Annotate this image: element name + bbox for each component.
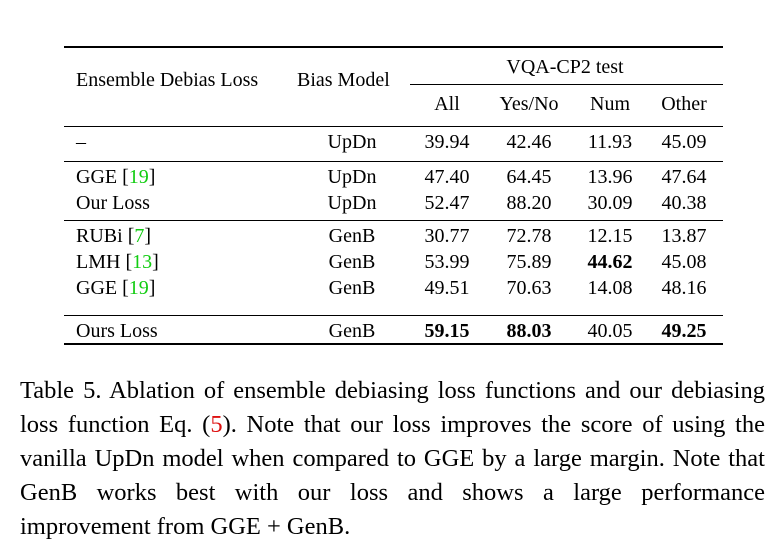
row-5-value-num: 14.08 [587, 277, 633, 299]
row-5-value-other: 48.16 [661, 277, 707, 299]
row-5-bias-model: GenB [328, 277, 376, 299]
row-1-loss: GGE [19] [76, 165, 155, 189]
group-rule [410, 84, 723, 85]
row-3-bias-model: GenB [328, 225, 376, 247]
loss-name: – [76, 131, 86, 153]
row-0-value-num: 11.93 [587, 131, 633, 153]
row-1-value-yes-no: 64.45 [506, 166, 552, 188]
row-6-value-all: 59.15 [424, 320, 470, 342]
header-vqa-cp2-test: VQA-CP2 test [506, 56, 624, 78]
group-separator-1 [64, 161, 723, 162]
header-yes-no: Yes/No [499, 93, 559, 115]
row-6-loss: Ours Loss [76, 319, 158, 343]
row-6-value-other: 49.25 [661, 320, 707, 342]
row-2-value-yes-no: 88.20 [506, 192, 552, 214]
header-all: All [434, 93, 460, 115]
header-rule [64, 126, 723, 127]
row-1-value-other: 47.64 [661, 166, 707, 188]
row-1-value-all: 47.40 [424, 166, 470, 188]
row-3-value-yes-no: 72.78 [506, 225, 552, 247]
bracket-open: [ [122, 166, 129, 188]
row-4-value-num: 44.62 [587, 251, 633, 273]
row-5-value-yes-no: 70.63 [506, 277, 552, 299]
bracket-close: ] [148, 277, 156, 299]
row-0-value-other: 45.09 [661, 131, 707, 153]
bracket-close: ] [152, 251, 159, 273]
results-table: Ensemble Debias Loss Bias Model VQA-CP2 … [64, 46, 723, 346]
row-0-value-all: 39.94 [424, 131, 470, 153]
row-0-bias-model: UpDn [327, 131, 377, 153]
group-separator-3 [64, 315, 723, 316]
citation-link[interactable]: 13 [132, 251, 153, 273]
caption-suffix: ). Note that our loss improves the score… [20, 411, 765, 540]
header-num: Num [590, 93, 630, 115]
row-5-loss: GGE [19] [76, 276, 155, 300]
row-6-value-num: 40.05 [587, 320, 633, 342]
caption-prefix: Table 5. Ablation of ensemble debiasing … [20, 377, 765, 438]
group-separator-2 [64, 220, 723, 221]
row-4-value-yes-no: 75.89 [506, 251, 552, 273]
row-3-value-all: 30.77 [424, 225, 470, 247]
row-4-loss: LMH [13] [76, 250, 159, 274]
row-3-value-other: 13.87 [661, 225, 707, 247]
row-4-bias-model: GenB [328, 251, 376, 273]
loss-name: Our Loss [76, 192, 150, 214]
row-4-value-all: 53.99 [424, 251, 470, 273]
citation-link[interactable]: 7 [134, 225, 145, 247]
row-2-value-num: 30.09 [587, 192, 633, 214]
row-1-value-num: 13.96 [587, 166, 633, 188]
row-3-value-num: 12.15 [587, 225, 633, 247]
header-ensemble-debias-loss: Ensemble Debias Loss [76, 69, 259, 91]
row-0-value-yes-no: 42.46 [506, 131, 552, 153]
row-6-bias-model: GenB [328, 320, 376, 342]
citation-link[interactable]: 19 [128, 277, 149, 299]
bracket-close: ] [148, 166, 156, 188]
header-bias-model: Bias Model [297, 69, 390, 91]
top-rule [64, 46, 723, 48]
row-3-loss: RUBi [7] [76, 224, 151, 248]
bracket-close: ] [144, 225, 152, 247]
row-2-value-all: 52.47 [424, 192, 470, 214]
row-6-value-yes-no: 88.03 [506, 320, 552, 342]
bracket-open: [ [125, 251, 133, 273]
equation-ref-link[interactable]: 5 [210, 411, 223, 438]
table-caption: Table 5. Ablation of ensemble debiasing … [20, 374, 765, 544]
citation-link[interactable]: 19 [128, 166, 149, 188]
loss-name: GGE [76, 277, 123, 299]
loss-name: LMH [76, 251, 126, 273]
row-4-value-other: 45.08 [661, 251, 707, 273]
header-other: Other [661, 93, 707, 115]
bracket-open: [ [122, 277, 129, 299]
bracket-open: [ [127, 225, 135, 247]
row-2-bias-model: UpDn [327, 192, 377, 214]
row-1-bias-model: UpDn [327, 166, 377, 188]
row-2-loss: Our Loss [76, 191, 150, 215]
row-5-value-all: 49.51 [424, 277, 470, 299]
bottom-rule [64, 343, 723, 345]
loss-name: GGE [76, 166, 123, 188]
loss-name: Ours Loss [76, 320, 158, 342]
row-0-loss: – [76, 130, 86, 154]
row-2-value-other: 40.38 [661, 192, 707, 214]
loss-name: RUBi [76, 225, 128, 247]
